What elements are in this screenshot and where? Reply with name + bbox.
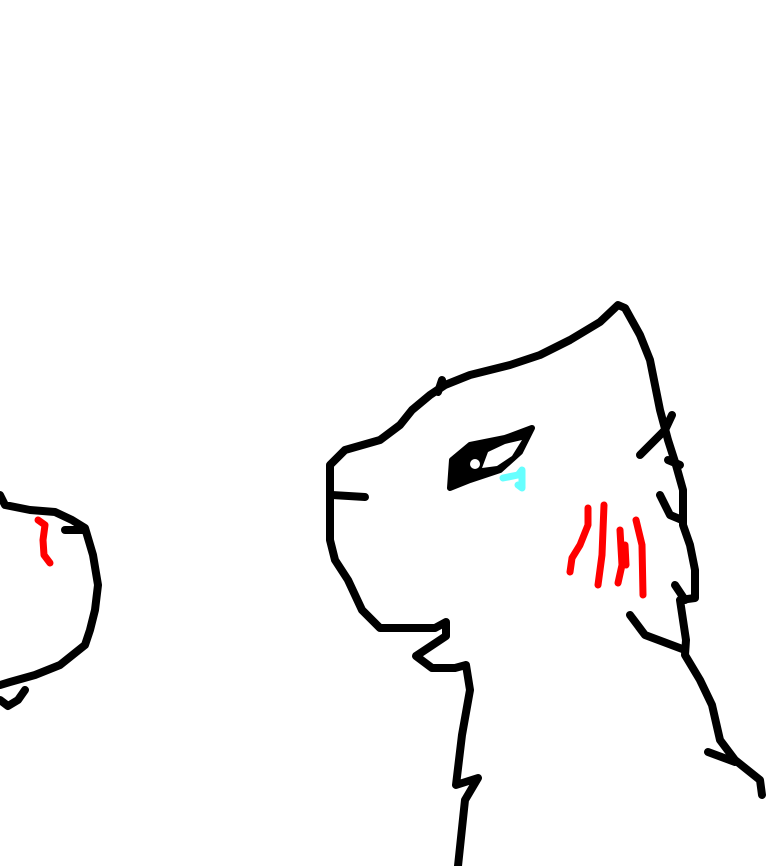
fur-tuft bbox=[664, 456, 684, 469]
fur-tuft bbox=[636, 411, 676, 459]
left-cat bbox=[0, 491, 102, 710]
blush bbox=[566, 504, 592, 576]
fur-tuft bbox=[656, 491, 686, 524]
blush bbox=[621, 541, 630, 569]
tear bbox=[499, 466, 526, 492]
blush bbox=[34, 516, 54, 567]
eye-white bbox=[482, 440, 522, 468]
blush bbox=[614, 526, 626, 587]
head-outline bbox=[0, 491, 102, 689]
mouth bbox=[328, 491, 369, 501]
fur-tuft bbox=[671, 581, 689, 604]
ear-stroke bbox=[434, 376, 446, 396]
jaw-line bbox=[626, 611, 689, 654]
blush bbox=[594, 501, 608, 589]
blush bbox=[632, 516, 647, 599]
fur-tuft bbox=[704, 748, 739, 766]
right-cat bbox=[326, 301, 766, 866]
eye-highlight bbox=[470, 459, 480, 469]
mouth bbox=[0, 686, 29, 710]
